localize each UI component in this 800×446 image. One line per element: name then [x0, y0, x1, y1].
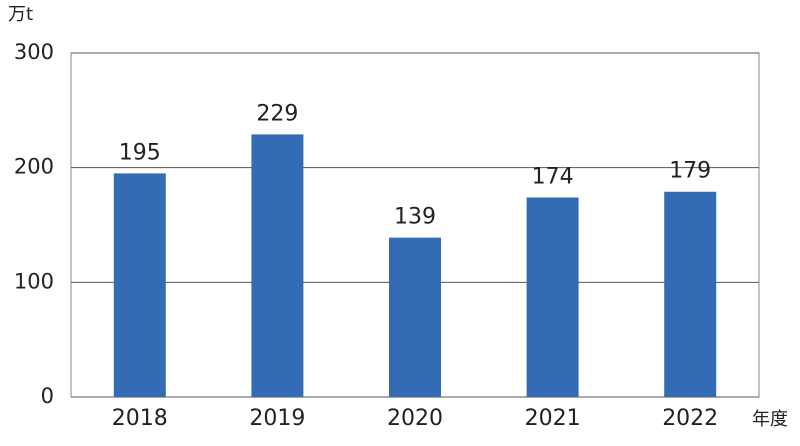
bar: [113, 173, 166, 397]
data-label: 139: [394, 205, 436, 230]
x-tick-label: 2022: [662, 406, 718, 431]
y-tick-label: 100: [14, 269, 54, 293]
bar: [664, 191, 717, 397]
data-label: 229: [256, 101, 298, 126]
data-label: 195: [119, 140, 161, 165]
x-tick-label: 2018: [112, 406, 168, 431]
y-tick-label: 300: [14, 40, 54, 64]
data-label: 179: [669, 159, 711, 184]
bar: [389, 237, 441, 397]
x-tick-label: 2021: [525, 406, 581, 431]
x-axis-label: 年度: [752, 409, 788, 430]
data-label: 174: [532, 164, 574, 189]
bar: [251, 134, 304, 397]
y-axis-label: 万t: [8, 4, 33, 25]
y-tick-label: 0: [41, 384, 54, 408]
bar: [526, 197, 579, 397]
x-tick-label: 2020: [387, 406, 443, 431]
x-tick-label: 2019: [249, 406, 305, 431]
y-tick-label: 200: [14, 155, 54, 179]
